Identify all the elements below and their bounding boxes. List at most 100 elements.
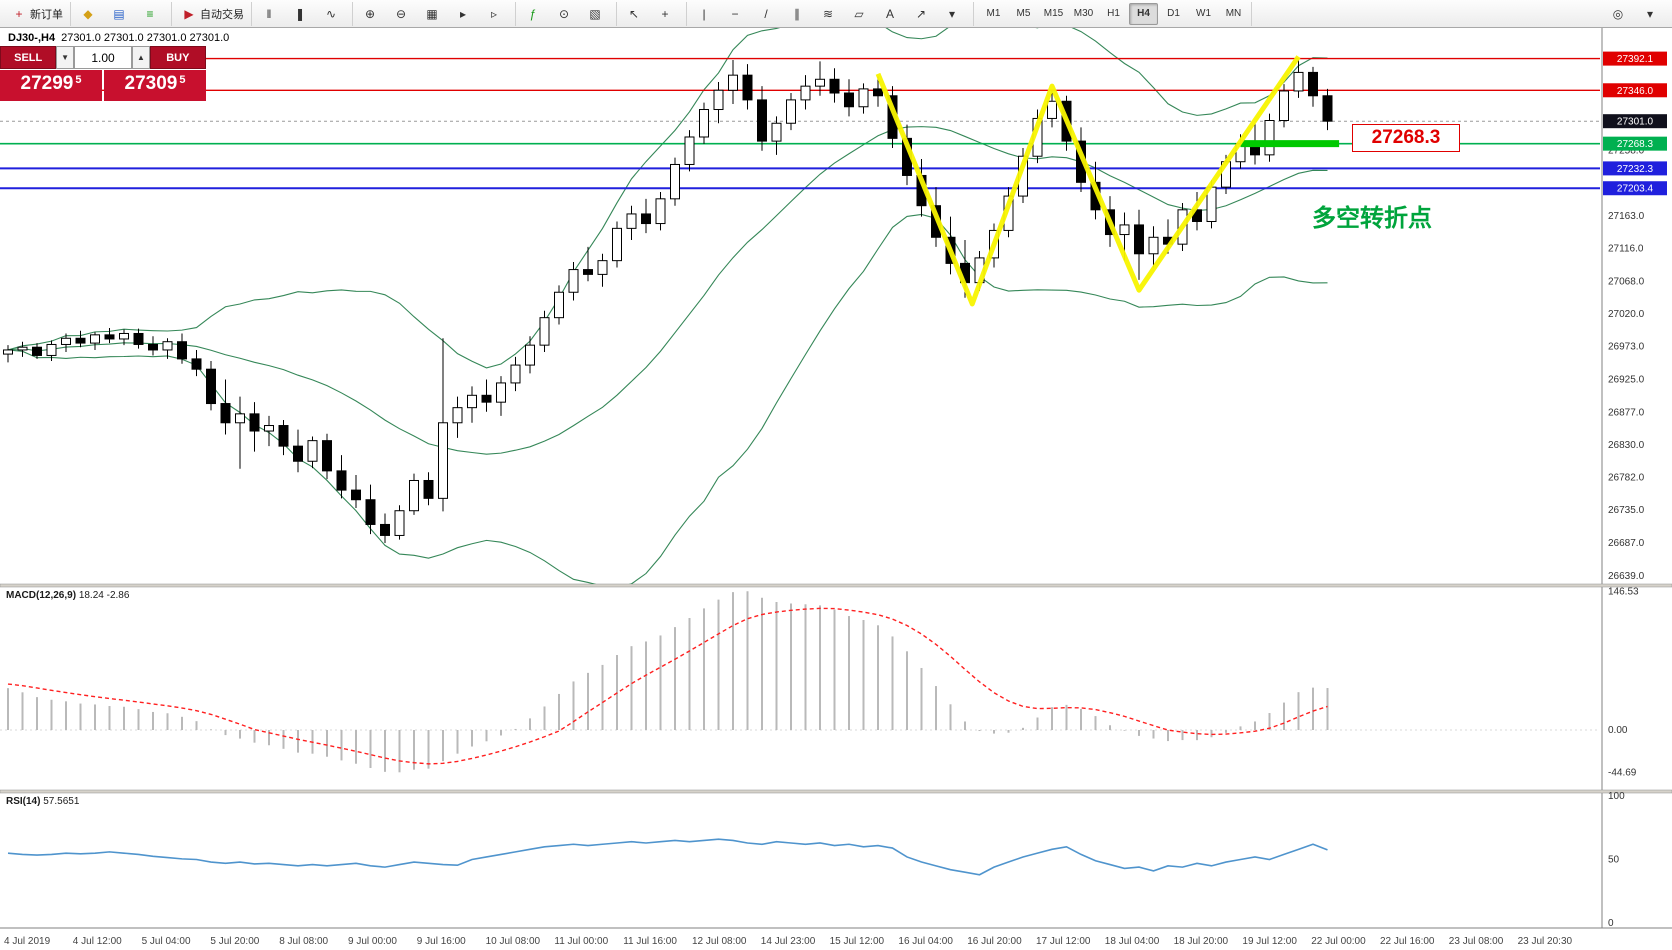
price-tick: 26735.0 xyxy=(1608,505,1645,516)
timeframe-m15-button[interactable]: M15 xyxy=(1043,8,1064,19)
quick-menu-icon: ▾ xyxy=(1646,6,1654,21)
new-order-label: 新订单 xyxy=(30,8,63,21)
timeframe-h4-button[interactable]: H4 xyxy=(1129,2,1158,25)
profiles-button[interactable]: ▤ xyxy=(107,2,137,26)
volume-down-button[interactable]: ▼ xyxy=(56,46,74,69)
macd-scale-tick: 0.00 xyxy=(1608,725,1628,736)
buy-price-decimal: 5 xyxy=(179,74,186,86)
more-tools-icon: ▾ xyxy=(948,6,956,21)
timeframe-group: M1 M5 M15 M30 H1 H4 D1 W1 MN xyxy=(976,1,1252,26)
chart-shift-button[interactable]: ▹ xyxy=(482,2,512,26)
time-label: 16 Jul 04:00 xyxy=(898,936,953,947)
toolbar-group-orders: + 新订单 xyxy=(4,1,71,26)
macd-values: 18.24 -2.86 xyxy=(78,590,130,601)
macd-signal-line xyxy=(7,607,1328,765)
trendline-icon: / xyxy=(764,6,768,21)
quick-menu-button[interactable]: ▾ xyxy=(1638,2,1668,26)
new-chart-button[interactable]: ◆ xyxy=(76,2,106,26)
price-callout-label[interactable]: 27268.3 xyxy=(1352,124,1460,152)
autotrade-button[interactable]: ▶ 自动交易 xyxy=(177,2,248,26)
bar-chart-button[interactable]: ‖ xyxy=(257,2,287,26)
vertical-line-button[interactable]: | xyxy=(692,2,722,26)
price-tick: 27068.0 xyxy=(1608,276,1645,287)
fibonacci-button[interactable]: ≋ xyxy=(816,2,846,26)
buy-price-button[interactable]: 27309 5 xyxy=(104,70,206,101)
timeframe-m30-button[interactable]: M30 xyxy=(1073,8,1094,19)
timeframe-m5-button[interactable]: M5 xyxy=(1016,8,1031,19)
price-tick: 26925.0 xyxy=(1608,375,1645,386)
bollinger-upper-band xyxy=(7,28,1328,369)
indicators-button[interactable]: ƒ xyxy=(521,2,551,26)
sell-button[interactable]: SELL xyxy=(0,46,57,69)
current-price-label: 27301.0 xyxy=(1617,117,1654,128)
rsi-scale-tick: 0 xyxy=(1608,918,1614,929)
periods-button[interactable]: ⊙ xyxy=(552,2,582,26)
new-chart-icon: ◆ xyxy=(83,6,93,21)
macd-rsi-splitter[interactable] xyxy=(0,789,1672,794)
time-label: 12 Jul 08:00 xyxy=(692,936,747,947)
price-tick: 27163.0 xyxy=(1608,211,1645,222)
trendline-button[interactable]: / xyxy=(754,2,784,26)
axis-27346.0-box xyxy=(1603,83,1667,98)
axis-27346.0-label: 27346.0 xyxy=(1617,86,1654,97)
shapes-button[interactable]: ▱ xyxy=(847,2,877,26)
tile-windows-button[interactable]: ▦ xyxy=(420,2,450,26)
turning-point-annotation[interactable]: 多空转折点 xyxy=(1312,204,1432,232)
buy-button[interactable]: BUY xyxy=(149,46,207,69)
auto-scroll-button[interactable]: ▸ xyxy=(451,2,481,26)
toolbar-group-pointer-tools: ↖ + xyxy=(619,1,687,26)
zoom-in-icon: ⊕ xyxy=(364,6,376,21)
timeframe-d1-button[interactable]: D1 xyxy=(1167,8,1180,19)
zoom-out-button[interactable]: ⊖ xyxy=(389,2,419,26)
text-label-button[interactable]: A xyxy=(878,2,908,26)
time-label: 23 Jul 08:00 xyxy=(1449,936,1504,947)
zoom-in-button[interactable]: ⊕ xyxy=(358,2,388,26)
volume-input[interactable]: 1.00 xyxy=(73,46,133,69)
main-chart-panel: 多空转折点 xyxy=(0,28,1600,584)
equidistant-channel-button[interactable]: ∥ xyxy=(785,2,815,26)
rsi-scale-tick: 100 xyxy=(1608,791,1625,802)
sell-price-decimal: 5 xyxy=(75,74,82,86)
templates-icon: ▧ xyxy=(589,6,601,21)
timeframe-h1-button[interactable]: H1 xyxy=(1107,8,1120,19)
search-button[interactable]: ◎ xyxy=(1606,2,1636,26)
current-price-box xyxy=(1603,114,1667,129)
time-label: 5 Jul 04:00 xyxy=(142,936,191,947)
timeframe-m1-button[interactable]: M1 xyxy=(986,8,1001,19)
more-tools-button[interactable]: ▾ xyxy=(940,2,970,26)
horizontal-line-button[interactable]: − xyxy=(723,2,753,26)
time-label: 22 Jul 16:00 xyxy=(1380,936,1435,947)
timeframe-mn-button[interactable]: MN xyxy=(1225,8,1242,19)
time-label: 22 Jul 00:00 xyxy=(1311,936,1366,947)
market-watch-button[interactable]: ≡ xyxy=(138,2,168,26)
crosshair-button[interactable]: + xyxy=(653,2,683,26)
timeframe-w1-button[interactable]: W1 xyxy=(1196,8,1211,19)
sell-price-button[interactable]: 27299 5 xyxy=(0,70,102,101)
line-chart-button[interactable]: ∿ xyxy=(319,2,349,26)
time-label: 14 Jul 23:00 xyxy=(761,936,816,947)
time-label: 15 Jul 12:00 xyxy=(830,936,885,947)
time-label: 8 Jul 08:00 xyxy=(279,936,328,947)
candlestick-chart-button[interactable]: ❚ xyxy=(288,2,318,26)
candlestick-chart-icon: ❚ xyxy=(294,6,306,21)
rsi-line xyxy=(7,838,1328,876)
macd-scale-tick: 146.53 xyxy=(1608,586,1639,597)
horizontal-line-icon: − xyxy=(731,6,739,21)
zigzag-drawing[interactable] xyxy=(875,55,1301,307)
axis-27203.4-box xyxy=(1603,181,1667,196)
tile-windows-icon: ▦ xyxy=(426,6,438,21)
rsi-name: RSI(14) xyxy=(6,796,41,807)
rsi-label: RSI(14) 57.5651 xyxy=(6,796,79,807)
price-tick: 27020.0 xyxy=(1608,309,1645,320)
volume-up-button[interactable]: ▲ xyxy=(132,46,150,69)
time-label: 9 Jul 00:00 xyxy=(348,936,397,947)
new-order-button[interactable]: + 新订单 xyxy=(7,2,67,26)
shapes-icon: ▱ xyxy=(854,6,864,21)
axis-27203.4-label: 27203.4 xyxy=(1617,184,1654,195)
main-macd-splitter[interactable] xyxy=(0,583,1672,588)
arrows-button[interactable]: ↗ xyxy=(909,2,939,26)
price-tick: 26830.0 xyxy=(1608,440,1645,451)
templates-button[interactable]: ▧ xyxy=(583,2,613,26)
cursor-button[interactable]: ↖ xyxy=(622,2,652,26)
autotrade-label: 自动交易 xyxy=(200,8,244,21)
